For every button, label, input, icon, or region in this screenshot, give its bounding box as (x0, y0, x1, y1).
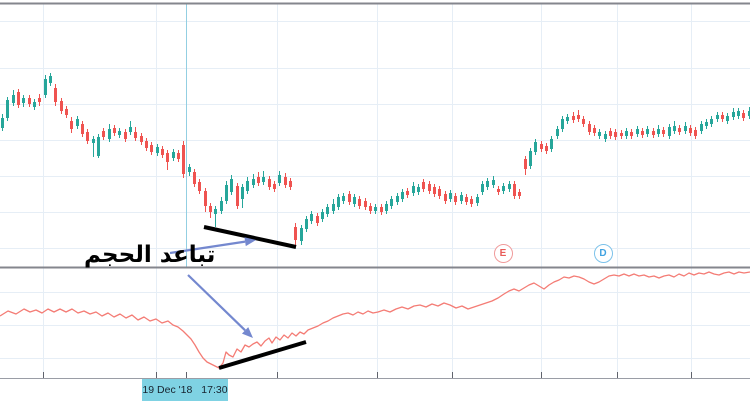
dividend-marker-letter: D (599, 247, 607, 259)
crosshair-time: 17:30 (201, 384, 228, 396)
crosshair-date: 19 Dec '18 (142, 384, 193, 396)
earnings-marker-letter: E (499, 247, 507, 259)
divergence-annotation-text[interactable]: تباعد الحجم (84, 242, 216, 268)
time-axis[interactable]: Dec 2019 14 23 Feb 11 20 1 19 Dec '18 17… (0, 379, 750, 401)
dividend-marker[interactable]: D (593, 243, 613, 263)
earnings-marker[interactable]: E (493, 243, 513, 263)
crosshair-time-label: 19 Dec '18 17:30 (142, 379, 228, 401)
